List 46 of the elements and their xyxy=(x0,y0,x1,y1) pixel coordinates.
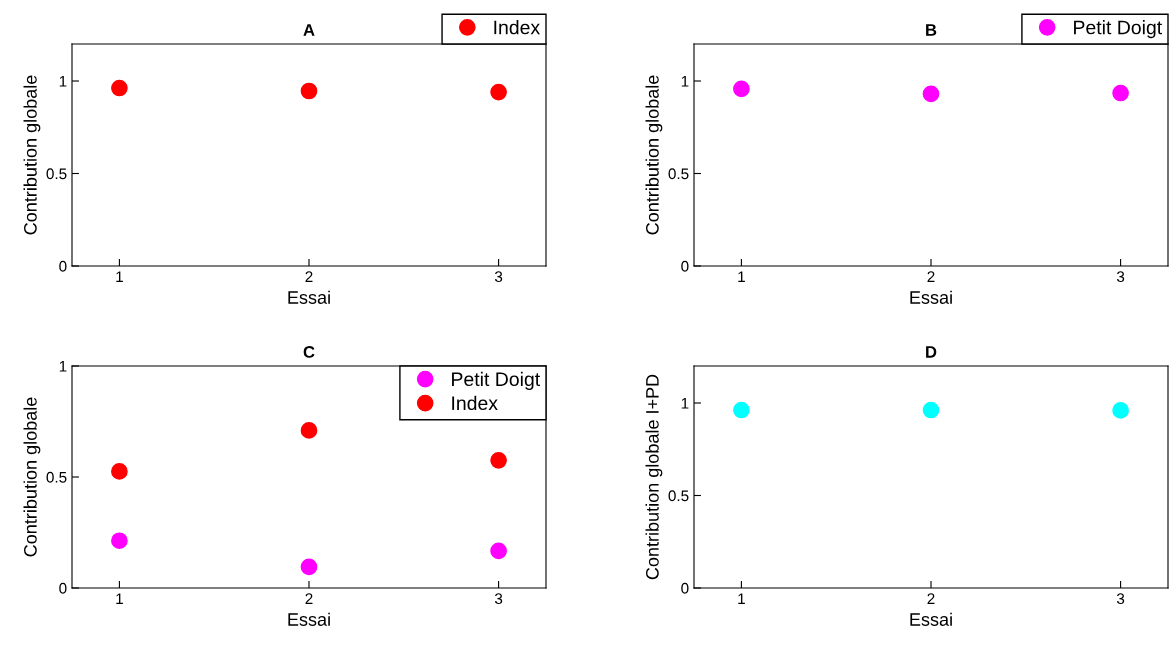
y-tick-label: 1 xyxy=(59,76,67,87)
y-tick-label: 0 xyxy=(59,260,67,272)
y-tick-label: 0.5 xyxy=(668,490,689,502)
chart-title: A xyxy=(303,24,315,36)
point xyxy=(490,452,507,469)
point xyxy=(111,463,128,480)
x-tick-label: 1 xyxy=(738,593,745,604)
x-tick-label: 3 xyxy=(494,593,503,605)
y-tick-label: 0 xyxy=(681,582,689,594)
x-axis-title: Essai xyxy=(288,612,330,626)
x-axis-title: Essai xyxy=(910,290,952,304)
y-tick-label: 1 xyxy=(59,361,67,372)
y-axis-title: Contribution globale I+PD xyxy=(645,374,663,580)
x-tick-label: 2 xyxy=(305,593,313,604)
x-tick-label: 2 xyxy=(927,271,935,282)
legend-label: Index xyxy=(494,20,540,35)
chart-title: C xyxy=(303,346,315,358)
x-tick-label: 3 xyxy=(1116,271,1125,283)
x-tick-label: 2 xyxy=(927,593,935,604)
x-tick-label: 2 xyxy=(305,271,313,282)
x-tick-label: 3 xyxy=(1116,593,1125,605)
x-tick-label: 3 xyxy=(494,271,503,283)
point xyxy=(490,542,507,560)
x-tick-label: 1 xyxy=(738,271,745,282)
y-axis-title: Contribution globale xyxy=(645,75,663,235)
y-axis-title: Contribution globale xyxy=(23,75,41,235)
y-tick-label: 0.5 xyxy=(668,168,689,180)
x-tick-label: 1 xyxy=(116,593,123,604)
point xyxy=(300,422,318,439)
x-axis-title: Essai xyxy=(288,290,330,304)
legend-label: Petit Doigt xyxy=(452,371,541,390)
legend-label: Petit Doigt xyxy=(1074,20,1163,39)
y-tick-label: 0.5 xyxy=(46,168,67,180)
x-tick-label: 1 xyxy=(116,271,123,282)
chart-title: B xyxy=(926,24,937,36)
x-axis-title: Essai xyxy=(910,612,952,626)
chart-title: D xyxy=(926,346,937,358)
point xyxy=(111,532,128,550)
legend-label: Index xyxy=(452,395,498,411)
y-tick-label: 1 xyxy=(681,76,689,87)
y-axis-title: Contribution globale xyxy=(23,397,41,557)
point xyxy=(300,558,318,576)
y-tick-label: 0.5 xyxy=(46,471,67,483)
y-tick-label: 1 xyxy=(681,398,689,409)
y-tick-label: 0 xyxy=(681,260,689,272)
y-tick-label: 0 xyxy=(59,582,67,594)
